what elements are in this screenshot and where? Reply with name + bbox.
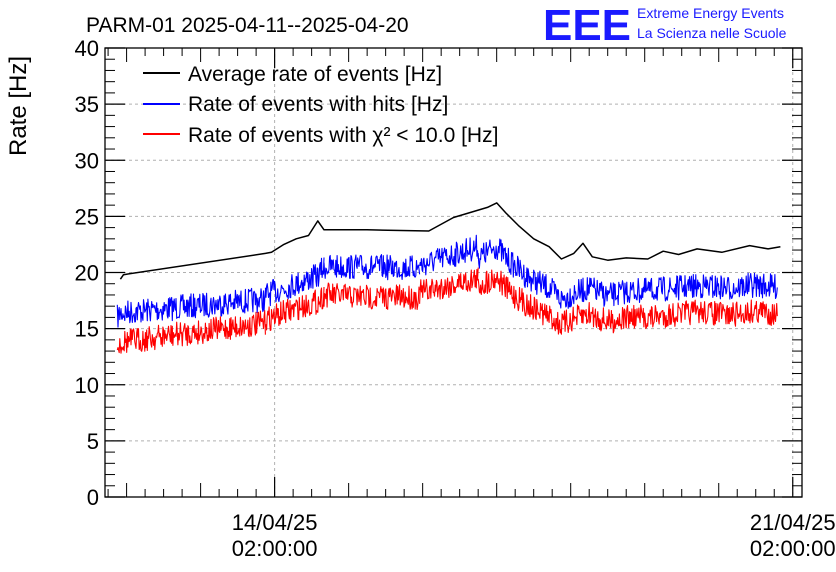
legend: Average rate of events [Hz] Rate of even… xyxy=(143,63,498,147)
y-tick-labels: 0 5 10 15 20 25 30 35 40 xyxy=(75,36,99,510)
series-group xyxy=(116,202,781,354)
x-tick-label-time: 02:00:00 xyxy=(750,536,836,561)
y-tick-label: 35 xyxy=(75,92,99,117)
x-tick-label-time: 02:00:00 xyxy=(232,536,318,561)
series-0 xyxy=(119,202,781,280)
legend-label-average: Average rate of events [Hz] xyxy=(188,63,442,86)
legend-label-hits: Rate of events with hits [Hz] xyxy=(188,93,448,116)
y-tick-label: 20 xyxy=(75,261,99,286)
series-line-segment xyxy=(323,282,421,311)
series-line-segment xyxy=(477,269,778,335)
eee-logo-line1: Extreme Energy Events xyxy=(637,5,784,21)
series-line-segment xyxy=(116,310,266,354)
y-tick-label: 30 xyxy=(75,148,99,173)
y-tick-label: 40 xyxy=(75,36,99,61)
y-axis-label: Rate [Hz] xyxy=(5,56,32,156)
series-1 xyxy=(116,234,778,328)
eee-logo-text: EEE xyxy=(543,1,631,50)
series-line-segment xyxy=(264,286,325,331)
y-tick-label: 10 xyxy=(75,373,99,398)
y-tick-label: 25 xyxy=(75,204,99,229)
series-line-segment xyxy=(419,234,479,276)
series-line-segment xyxy=(119,202,781,280)
series-line-segment xyxy=(323,254,421,281)
series-line-segment xyxy=(477,238,778,309)
series-line-segment xyxy=(116,287,266,328)
series-2 xyxy=(116,267,778,354)
eee-logo-line2: La Scienza nelle Scuole xyxy=(637,25,787,41)
legend-label-chi2: Rate of events with χ² < 10.0 [Hz] xyxy=(188,124,498,147)
x-tick-label-date: 21/04/25 xyxy=(750,510,836,535)
x-tick-label-date: 14/04/25 xyxy=(232,510,318,535)
y-tick-label: 15 xyxy=(75,317,99,342)
series-line-segment xyxy=(264,257,325,307)
chart-title: PARM-01 2025-04-11--2025-04-20 xyxy=(86,14,409,37)
eee-logo: EEE Extreme Energy Events La Scienza nel… xyxy=(543,1,787,50)
y-tick-label: 0 xyxy=(87,485,99,510)
series-line-segment xyxy=(419,267,479,304)
y-tick-label: 5 xyxy=(87,429,99,454)
grid-lines xyxy=(105,48,802,497)
axis-ticks xyxy=(105,47,802,498)
